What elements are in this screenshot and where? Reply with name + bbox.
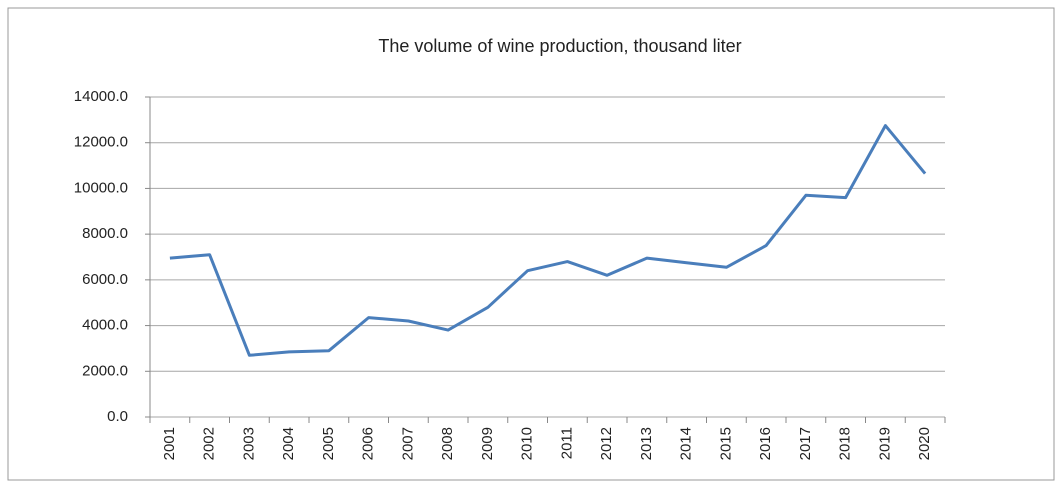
x-tick-label: 2015 xyxy=(717,427,734,460)
x-tick-label: 2005 xyxy=(320,427,337,460)
x-tick-label: 2011 xyxy=(558,427,575,459)
y-tick-label: 4000.0 xyxy=(82,317,128,334)
x-tick-label: 2018 xyxy=(837,427,854,460)
y-tick-label: 6000.0 xyxy=(82,271,128,288)
x-tick-label: 2016 xyxy=(757,427,774,460)
x-tick-label: 2001 xyxy=(161,427,178,460)
x-tick-label: 2013 xyxy=(638,427,655,460)
x-tick-label: 2010 xyxy=(519,427,536,460)
y-tick-label: 0.0 xyxy=(107,408,128,425)
x-tick-label: 2012 xyxy=(598,427,615,460)
y-tick-label: 12000.0 xyxy=(74,134,128,151)
x-tick-label: 2004 xyxy=(280,427,297,460)
x-tick-label: 2009 xyxy=(479,427,496,460)
data-line xyxy=(169,124,927,357)
x-tick-label: 2014 xyxy=(678,427,695,460)
y-tick-label: 14000.0 xyxy=(74,88,128,105)
x-tick-label: 2020 xyxy=(916,427,933,460)
x-tick-label: 2003 xyxy=(240,427,257,460)
chart-title: The volume of wine production, thousand … xyxy=(378,36,741,56)
x-tick-label: 2008 xyxy=(439,427,456,460)
x-tick-label: 2019 xyxy=(876,427,893,460)
x-tick-label: 2007 xyxy=(399,427,416,460)
y-tick-label: 2000.0 xyxy=(82,362,128,379)
y-tick-label: 8000.0 xyxy=(82,225,128,242)
x-tick-label: 2002 xyxy=(201,427,218,460)
y-tick-label: 10000.0 xyxy=(74,179,128,196)
x-tick-label: 2017 xyxy=(797,427,814,460)
chart-border xyxy=(7,7,1055,481)
x-tick-label: 2006 xyxy=(360,427,377,460)
